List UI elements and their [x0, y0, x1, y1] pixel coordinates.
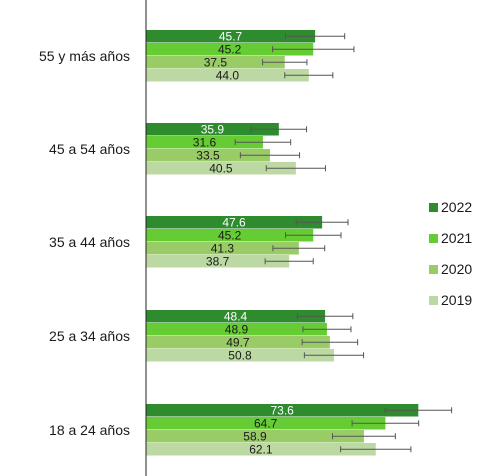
legend-item-2022: 2022: [429, 199, 472, 215]
value-label-2019-2: 38.7: [206, 255, 230, 269]
error-bar-2020-4: [331, 433, 396, 440]
bar-2020-4: [146, 430, 364, 443]
value-label-2021-1: 31.6: [193, 136, 217, 150]
category-label-2: 35 a 44 años: [49, 234, 130, 250]
bar-2020-3: [146, 336, 330, 349]
category-label-4: 18 a 24 años: [49, 422, 130, 438]
error-bar-2019-3: [303, 352, 365, 359]
category-label-0: 55 y más años: [39, 48, 130, 64]
legend-swatch-2020: [429, 265, 438, 274]
bar-2022-3: [146, 310, 326, 323]
value-label-2020-1: 33.5: [196, 149, 220, 163]
value-label-2022-0: 45.7: [219, 30, 243, 44]
value-labels-group: 45.745.237.544.035.931.633.540.547.645.2…: [193, 30, 294, 457]
value-label-2021-0: 45.2: [218, 43, 242, 57]
error-bar-2019-4: [340, 446, 412, 453]
category-label-1: 45 a 54 años: [49, 141, 130, 157]
error-bar-2020-1: [239, 152, 301, 159]
value-label-2020-4: 58.9: [243, 430, 267, 444]
bar-2022-1: [146, 123, 279, 136]
legend-label-2020: 2020: [441, 261, 472, 277]
legend-swatch-2021: [429, 234, 438, 243]
bar-2019-3: [146, 349, 334, 362]
error-bars-group: [234, 33, 453, 453]
legend-label-2019: 2019: [441, 292, 472, 308]
category-labels-group: 55 y más años 45 a 54 años 35 a 44 años 25 …: [39, 48, 130, 438]
bar-2020-1: [146, 149, 270, 162]
legend-swatch-2019: [429, 296, 438, 305]
value-label-2021-2: 45.2: [218, 229, 242, 243]
error-bar-2022-0: [284, 33, 346, 40]
value-label-2022-3: 48.4: [224, 310, 248, 324]
value-label-2022-4: 73.6: [270, 404, 294, 418]
error-bar-2021-4: [351, 420, 420, 427]
legend-swatch-2022: [429, 203, 438, 212]
bar-2021-2: [146, 229, 314, 242]
legend-label-2022: 2022: [441, 199, 472, 215]
legend-item-2021: 2021: [429, 230, 472, 246]
error-bar-2021-2: [284, 232, 342, 239]
value-label-2019-1: 40.5: [209, 162, 233, 176]
bar-2021-4: [146, 417, 386, 430]
bar-2022-4: [146, 404, 419, 417]
error-bar-2022-3: [296, 313, 354, 320]
value-label-2019-0: 44.0: [216, 69, 240, 83]
error-bar-2020-3: [301, 339, 359, 346]
error-bar-2022-1: [250, 126, 308, 133]
bars-group: [146, 30, 419, 456]
error-bar-2020-2: [272, 245, 326, 252]
bar-2019-0: [146, 69, 309, 82]
value-label-2020-2: 41.3: [211, 242, 235, 256]
bar-2021-0: [146, 43, 314, 56]
value-label-2020-0: 37.5: [204, 56, 228, 70]
value-label-2021-4: 64.7: [254, 417, 278, 431]
bar-2020-0: [146, 56, 285, 69]
value-label-2019-3: 50.8: [228, 349, 252, 363]
category-label-3: 25 a 34 años: [49, 328, 130, 344]
error-bar-2019-0: [284, 72, 334, 79]
error-bar-2022-2: [295, 219, 349, 226]
value-label-2022-1: 35.9: [201, 123, 225, 137]
bar-2019-4: [146, 443, 376, 456]
bar-2019-2: [146, 255, 290, 268]
error-bar-2021-0: [272, 46, 355, 53]
legend-label-2021: 2021: [441, 230, 472, 246]
legend-item-2019: 2019: [429, 292, 472, 308]
error-bar-2019-1: [265, 165, 326, 172]
legend-item-2020: 2020: [429, 261, 472, 277]
error-bar-2022-4: [384, 407, 453, 414]
bar-2022-0: [146, 30, 316, 43]
legend: 2022 2021 2020 2019: [429, 199, 472, 308]
error-bar-2020-0: [262, 59, 308, 66]
error-bar-2021-1: [234, 139, 292, 146]
error-bar-2019-2: [264, 258, 314, 265]
bar-2021-3: [146, 323, 327, 336]
bar-2022-2: [146, 216, 323, 229]
bar-2021-1: [146, 136, 263, 149]
bar-2020-2: [146, 242, 299, 255]
value-label-2019-4: 62.1: [249, 443, 273, 457]
error-bar-2021-3: [302, 326, 352, 333]
value-label-2021-3: 48.9: [225, 323, 249, 337]
value-label-2022-2: 47.6: [222, 216, 246, 230]
bar-2019-1: [146, 162, 296, 175]
value-label-2020-3: 49.7: [226, 336, 250, 350]
